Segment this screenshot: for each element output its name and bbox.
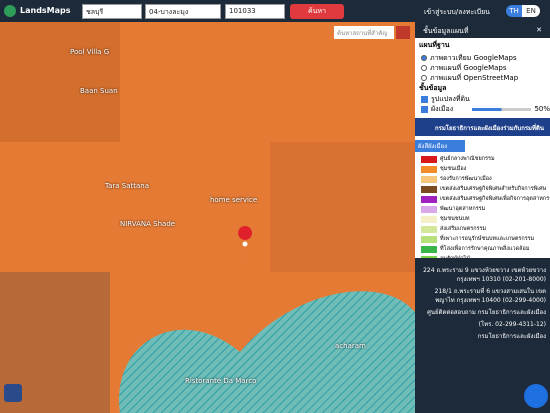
base-label: ภาพแผนที่ OpenStreetMap xyxy=(430,73,519,82)
zoning-area xyxy=(0,22,120,142)
top-bar: LandsMaps ชลบุรี 04-บางละมุง 101033 ค้นห… xyxy=(0,0,550,22)
legend-swatch xyxy=(421,215,437,223)
radio[interactable] xyxy=(421,75,427,81)
base-option: ภาพแผนที่ GoogleMaps xyxy=(415,63,550,73)
map-label: home service xyxy=(210,196,258,204)
legend-swatch xyxy=(421,155,437,163)
layer-label: รูปแปลงที่ดิน xyxy=(431,94,470,103)
legend-item: เขตส่งเสริมเศรษฐกิจพิเศษสำหรับกิจการพิเศ… xyxy=(415,184,550,194)
base-label: ภาพแผนที่ GoogleMaps xyxy=(430,63,507,72)
map-label: NIRVANA Shade xyxy=(120,220,176,228)
layer-row: ผังเมือง 50% xyxy=(415,104,550,114)
menu-button[interactable] xyxy=(524,384,548,408)
map-label: acharam xyxy=(335,342,366,350)
layer-row: รูปแปลงที่ดิน xyxy=(415,94,550,104)
lang-th[interactable]: TH xyxy=(506,5,522,17)
checkbox[interactable] xyxy=(421,105,428,113)
footer: 224 ถ.พระราม 9 แขวงห้วยขวาง เขตห้วยขวาง … xyxy=(415,258,550,413)
layers-button[interactable] xyxy=(396,26,410,39)
legend-swatch xyxy=(421,195,437,203)
legend-swatch xyxy=(421,175,437,183)
legend-item: ชุมชนเมือง xyxy=(415,164,550,174)
legend-swatch xyxy=(421,225,437,233)
tool-button[interactable] xyxy=(4,384,22,402)
footer-line: (โทร. 02-299-4311-12) xyxy=(478,321,546,328)
brand: LandsMaps xyxy=(20,6,71,15)
footer-line: กรมโยธาธิการและผังเมือง xyxy=(477,333,546,340)
legend-item: ชุมชนชนบท xyxy=(415,214,550,224)
zoning-area xyxy=(270,142,415,272)
legend-label: ที่เพาะการอนุรักษ์ชนบทและเกษตรกรรม xyxy=(440,236,535,242)
legend-swatch xyxy=(421,235,437,243)
legend-label: พัฒนาอุตสาหกรรม xyxy=(440,206,486,212)
legend-item: พัฒนาอุตสาหกรรม xyxy=(415,204,550,214)
footer-line: ศูนย์ติดต่อสอบถาม กรมโยธาธิการและผังเมือ… xyxy=(427,309,546,316)
legend-label: รองรับการพัฒนาเมือง xyxy=(440,176,492,182)
legend-label: เขตส่งเสริมเศรษฐกิจพิเศษเพื่อกิจการอุตสา… xyxy=(440,196,550,202)
legend-item: ส่งเสริมเกษตรกรรม xyxy=(415,224,550,234)
legend-label: ส่งเสริมเกษตรกรรม xyxy=(440,226,487,232)
checkbox[interactable] xyxy=(421,95,428,103)
map-label: Ristorante Da Marco xyxy=(185,377,257,385)
base-label: ภาพดาวเทียม GoogleMaps xyxy=(430,53,517,62)
panel-title: ชั้นข้อมูลแผนที่ xyxy=(423,27,469,35)
legend-item: ศูนย์กลางพาณิชยกรรม xyxy=(415,154,550,164)
legend-swatch xyxy=(421,185,437,193)
legend-item: เขตส่งเสริมเศรษฐกิจพิเศษเพื่อกิจการอุตสา… xyxy=(415,194,550,204)
close-icon[interactable]: ✕ xyxy=(536,26,542,34)
map-label: Pool Villa G xyxy=(70,48,110,56)
parcel-input[interactable]: 101033 xyxy=(225,4,285,19)
legend-item: รองรับการพัฒนาเมือง xyxy=(415,174,550,184)
legend-title: ผังสีผังเมือง xyxy=(415,140,465,152)
legend-label: ที่โล่งเพื่อการรักษาคุณภาพสิ่งแวดล้อม xyxy=(440,246,530,252)
search-button[interactable]: ค้นหา xyxy=(290,4,344,19)
legend-swatch xyxy=(421,205,437,213)
province-select[interactable]: ชลบุรี xyxy=(82,4,142,19)
map-label: Tara Sattana xyxy=(105,182,150,190)
opacity-slider[interactable] xyxy=(471,107,532,111)
place-search[interactable]: ค้นหาสถานที่สำคัญ xyxy=(334,26,394,39)
radio[interactable] xyxy=(421,55,427,61)
login-link[interactable]: เข้าสู่ระบบ/ลงทะเบียน xyxy=(424,8,490,16)
lang-en[interactable]: EN xyxy=(522,5,540,17)
radio[interactable] xyxy=(421,65,427,71)
layer-heading: ชั้นข้อมูล xyxy=(419,84,447,92)
legend-label: ชุมชนเมือง xyxy=(440,166,467,172)
legend-swatch xyxy=(421,165,437,173)
base-option: ภาพดาวเทียม GoogleMaps xyxy=(415,53,550,63)
legend-swatch xyxy=(421,245,437,253)
pin-dot xyxy=(242,241,248,247)
footer-line: 218/1 ถ.พระรามที่ 6 แขวงสามเสนใน เขตพญาไ… xyxy=(434,288,546,304)
legend-item: ที่โล่งเพื่อการรักษาคุณภาพสิ่งแวดล้อม xyxy=(415,244,550,254)
legend-label: เขตส่งเสริมเศรษฐกิจพิเศษสำหรับกิจการพิเศ… xyxy=(440,186,547,192)
base-heading: แผนที่ฐาน xyxy=(419,41,450,49)
legend-item: ที่เพาะการอนุรักษ์ชนบทและเกษตรกรรม xyxy=(415,234,550,244)
panel-header: ชั้นข้อมูลแผนที่ ✕ xyxy=(415,22,550,38)
layer-label: ผังเมือง xyxy=(430,104,454,113)
layer-panel: ชั้นข้อมูลแผนที่ ✕ แผนที่ฐาน ภาพดาวเทียม … xyxy=(415,22,550,413)
legend-label: ศูนย์กลางพาณิชยกรรม xyxy=(440,156,495,162)
map-label: Baan Suan xyxy=(80,87,118,95)
opacity-value: 50% xyxy=(534,105,550,113)
district-select[interactable]: 04-บางละมุง xyxy=(145,4,221,19)
legend-label: ชุมชนชนบท xyxy=(440,216,470,222)
logo xyxy=(4,5,16,17)
banner: กรมโยธาธิการและผังเมืองร่วมกับกรมที่ดิน xyxy=(415,118,550,136)
footer-line: 224 ถ.พระราม 9 แขวงห้วยขวาง เขตห้วยขวาง … xyxy=(423,267,546,283)
map[interactable]: ค้นหาสถานที่สำคัญ Pool Villa G Baan Suan T… xyxy=(0,22,415,413)
base-option: ภาพแผนที่ OpenStreetMap xyxy=(415,73,550,83)
conservation-hatch xyxy=(119,291,415,413)
map-canvas xyxy=(0,22,415,413)
